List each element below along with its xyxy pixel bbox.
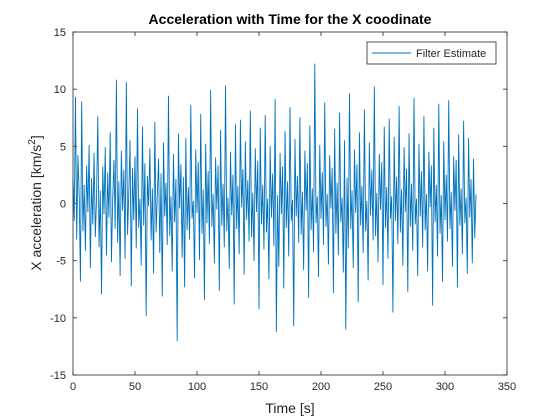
y-tick-label: -5 [56,256,66,268]
legend-box [366,41,497,65]
legend: Filter Estimate [366,41,497,65]
x-tick-label: 150 [250,381,268,393]
series-line-filter-estimate [72,63,477,342]
x-tick-label: 100 [188,381,206,393]
chart-title: Acceleration with Time for the X coodina… [149,11,432,27]
plot-area-frame [72,31,508,376]
y-axis-label: X acceleration [km/s2] [27,135,44,271]
series-group [72,63,477,342]
y-tick-label: 10 [54,84,66,96]
y-tick-label: -10 [50,313,66,325]
y-axis-label-main: X acceleration [km/s [28,145,44,271]
x-tick-label: 250 [374,381,392,393]
axis-ticks: 0 50 100 150 200 250 300 350 -15 -10 -5 0 5 10 15 [50,27,516,393]
y-tick-label: 5 [60,141,66,153]
y-tick-label: -15 [50,370,66,382]
x-tick-label: 300 [436,381,454,393]
x-axis-label: Time [s] [265,400,314,416]
y-tick-label: 15 [54,27,66,39]
x-tick-label: 50 [129,381,141,393]
x-tick-label: 350 [498,381,516,393]
y-axis-label-tail: ] [28,135,44,139]
legend-entry-filter-estimate: Filter Estimate [416,48,486,60]
x-tick-label: 200 [312,381,330,393]
x-tick-label: 0 [70,381,76,393]
y-axis-label-superscript: 2 [27,139,38,145]
y-tick-label: 0 [60,199,66,211]
